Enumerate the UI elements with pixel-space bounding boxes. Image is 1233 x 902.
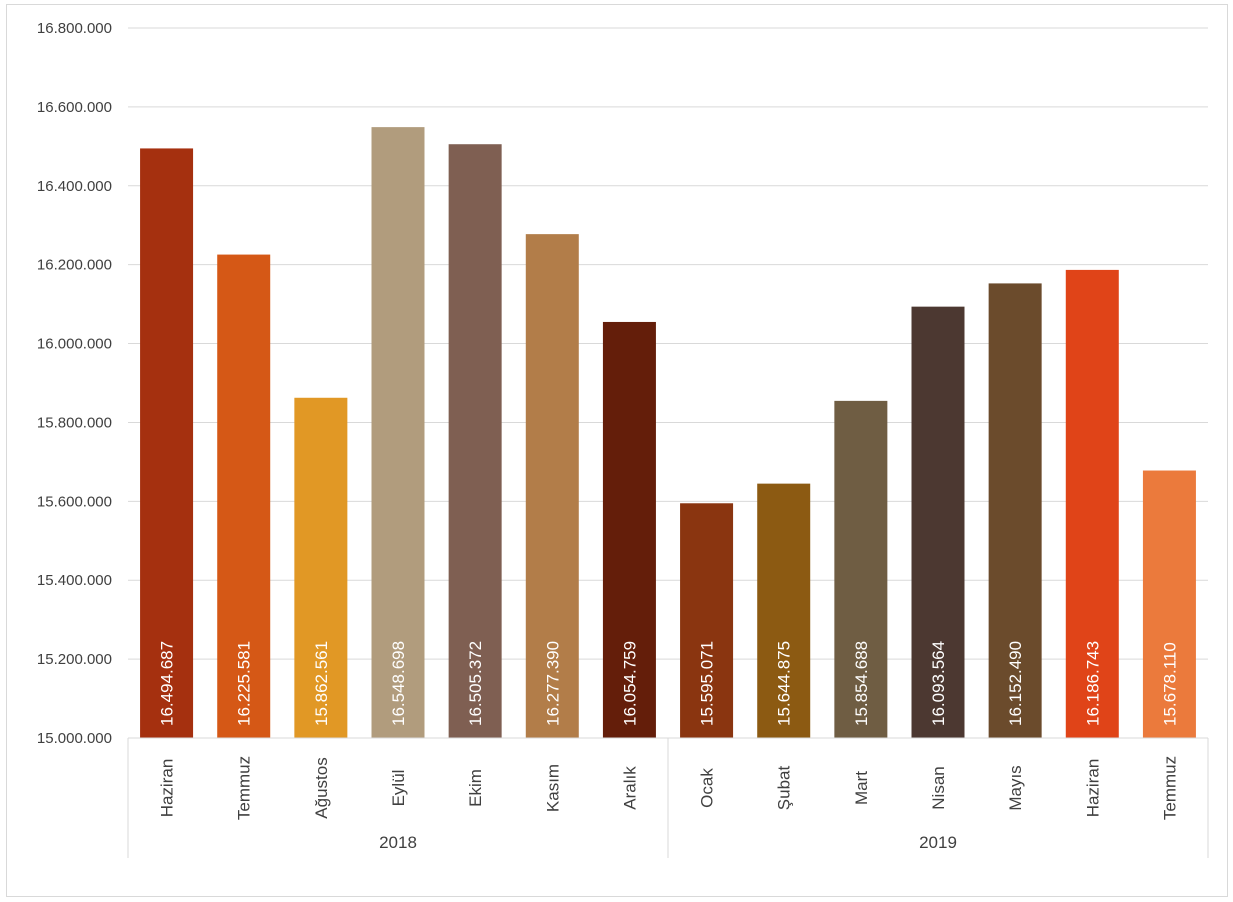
data-label: 16.054.759: [620, 641, 639, 726]
bar: [680, 503, 734, 738]
y-tick-label: 15.000.000: [37, 730, 112, 747]
y-tick-label: 16.000.000: [37, 336, 112, 353]
bar: [448, 144, 502, 739]
data-label: 15.644.875: [775, 641, 794, 726]
x-category-label: Ocak: [698, 768, 717, 808]
y-tick-label: 16.200.000: [37, 257, 112, 274]
x-category-label: Mayıs: [1006, 765, 1025, 810]
data-label: 16.152.490: [1006, 641, 1025, 726]
data-label: 16.093.564: [929, 641, 948, 726]
data-label: 16.505.372: [466, 641, 485, 726]
x-category-label: Aralık: [620, 766, 639, 810]
data-label: 16.548.698: [389, 641, 408, 726]
data-label: 16.186.743: [1083, 641, 1102, 726]
y-tick-label: 16.600.000: [37, 99, 112, 116]
y-tick-label: 16.400.000: [37, 178, 112, 195]
bar: [602, 321, 656, 738]
y-tick-label: 15.600.000: [37, 493, 112, 510]
x-category-label: Haziran: [158, 759, 177, 818]
y-tick-label: 16.800.000: [37, 20, 112, 37]
bar: [371, 127, 425, 738]
y-tick-label: 15.800.000: [37, 414, 112, 431]
bar: [757, 483, 811, 738]
bar: [1065, 269, 1119, 738]
bar: [834, 400, 888, 738]
x-category-label: Temmuz: [235, 756, 254, 820]
bar: [140, 148, 194, 738]
data-label: 16.225.581: [235, 641, 254, 726]
bar: [988, 283, 1042, 738]
bar: [911, 306, 965, 738]
x-category-label: Nisan: [929, 766, 948, 809]
y-tick-label: 15.400.000: [37, 572, 112, 589]
bar: [1142, 470, 1196, 738]
data-label: 15.678.110: [1160, 642, 1179, 726]
x-category-label: Haziran: [1083, 759, 1102, 818]
x-category-label: Temmuz: [1160, 756, 1179, 820]
x-group-label: 2018: [379, 833, 417, 852]
x-category-label: Şubat: [775, 766, 794, 811]
data-label: 16.277.390: [543, 641, 562, 726]
data-label: 16.494.687: [158, 641, 177, 726]
bar: [525, 234, 579, 738]
x-group-label: 2019: [919, 833, 957, 852]
data-label: 15.854.688: [852, 641, 871, 726]
x-category-label: Ekim: [466, 769, 485, 807]
data-label: 15.862.561: [312, 641, 331, 726]
data-label: 15.595.071: [698, 641, 717, 726]
x-category-label: Kasım: [543, 764, 562, 812]
bar: [217, 254, 271, 738]
x-category-label: Ağustos: [312, 757, 331, 818]
x-category-label: Mart: [852, 771, 871, 805]
bar: [294, 397, 348, 738]
y-tick-label: 15.200.000: [37, 651, 112, 668]
x-category-label: Eylül: [389, 770, 408, 807]
